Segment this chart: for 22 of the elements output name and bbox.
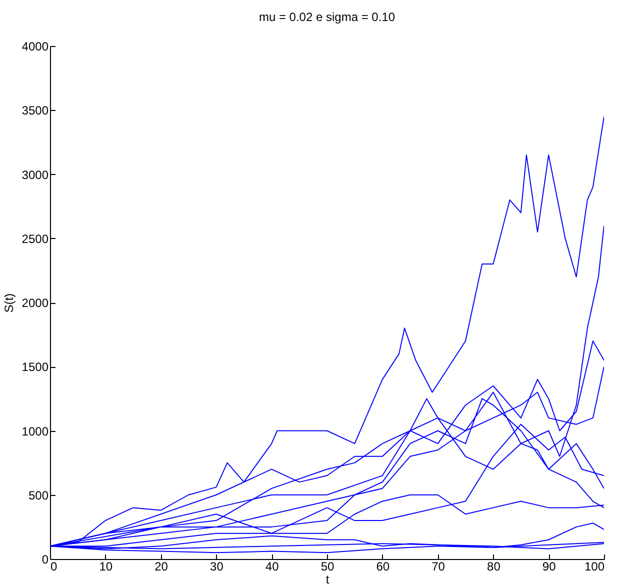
y-axis-title: S(t) xyxy=(2,293,16,313)
x-tick-label: 100 xyxy=(584,560,605,574)
y-tick-label: 3000 xyxy=(22,168,49,182)
x-axis-title: t xyxy=(326,572,330,586)
x-tick-label: 40 xyxy=(265,560,280,574)
y-tick-label: 4000 xyxy=(22,40,49,54)
x-tick-label: 80 xyxy=(487,560,501,574)
x-tick-label: 0 xyxy=(50,560,58,574)
x-tick-label: 60 xyxy=(376,560,390,574)
chart-title: mu = 0.02 e sigma = 0.10 xyxy=(258,10,396,24)
y-tick-label: 1500 xyxy=(22,360,49,374)
y-tick-label: 2000 xyxy=(22,296,49,310)
y-tick-label: 2500 xyxy=(22,232,49,246)
x-tick-label: 20 xyxy=(154,560,168,574)
x-tick-label: 70 xyxy=(432,560,446,574)
x-tick-label: 90 xyxy=(542,560,556,574)
x-tick-label: 30 xyxy=(210,560,224,574)
y-tick-label: 500 xyxy=(28,488,49,502)
y-tick-label: 3500 xyxy=(22,104,49,118)
x-tick-label: 50 xyxy=(320,560,334,574)
y-tick-label: 1000 xyxy=(22,424,49,438)
x-tick-label: 10 xyxy=(99,560,113,574)
